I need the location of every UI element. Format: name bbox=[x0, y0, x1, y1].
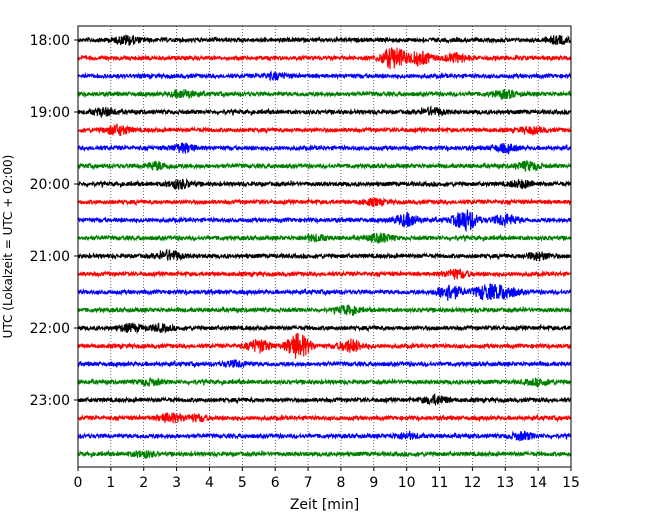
x-tick-label: 3 bbox=[172, 475, 181, 491]
trace-2345 bbox=[77, 449, 572, 459]
trace-1830 bbox=[77, 70, 572, 82]
x-tick-label: 9 bbox=[369, 475, 378, 491]
trace-2000 bbox=[77, 177, 572, 190]
trace-2245 bbox=[77, 377, 572, 389]
x-tick-label: 10 bbox=[398, 475, 416, 491]
x-axis-ticks: 0 1 2 3 4 5 6 7 8 9 10 11 12 13 14 15 bbox=[74, 467, 580, 491]
x-tick-label: 4 bbox=[205, 475, 214, 491]
trace-2030 bbox=[77, 209, 572, 232]
x-tick-label: 2 bbox=[139, 475, 148, 491]
trace-2145 bbox=[77, 304, 572, 316]
x-tick-label: 0 bbox=[74, 475, 83, 491]
trace-1900 bbox=[77, 105, 572, 119]
y-tick-label: 21:00 bbox=[30, 249, 70, 265]
trace-1915 bbox=[77, 123, 572, 137]
x-tick-label: 1 bbox=[106, 475, 115, 491]
trace-2100 bbox=[77, 248, 572, 262]
y-axis-ticks: 18:00 19:00 20:00 21:00 22:00 23:00 bbox=[30, 33, 78, 409]
trace-2230 bbox=[77, 359, 572, 369]
trace-2115 bbox=[77, 268, 572, 280]
x-tick-label: 15 bbox=[562, 475, 580, 491]
trace-1815 bbox=[77, 47, 572, 70]
trace-1945 bbox=[77, 160, 572, 172]
trace-2130 bbox=[77, 283, 572, 301]
x-tick-label: 14 bbox=[529, 475, 547, 491]
x-tick-label: 11 bbox=[431, 475, 449, 491]
x-tick-label: 7 bbox=[304, 475, 313, 491]
x-tick-label: 13 bbox=[496, 475, 514, 491]
y-tick-label: 22:00 bbox=[30, 321, 70, 337]
x-tick-label: 8 bbox=[336, 475, 345, 491]
trace-2200 bbox=[77, 322, 572, 335]
trace-2015 bbox=[77, 196, 572, 208]
trace-2300 bbox=[77, 393, 572, 407]
trace-2215 bbox=[77, 333, 572, 359]
trace-1930 bbox=[77, 142, 572, 155]
trace-2315 bbox=[77, 412, 572, 424]
trace-2045 bbox=[77, 232, 572, 244]
x-tick-label: 6 bbox=[271, 475, 280, 491]
x-axis-label: Zeit [min] bbox=[290, 497, 359, 513]
trace-2330 bbox=[77, 430, 572, 442]
y-tick-label: 23:00 bbox=[30, 393, 70, 409]
x-tick-label: 12 bbox=[463, 475, 481, 491]
seismic-traces bbox=[77, 34, 572, 459]
y-axis-label: UTC (Lokalzeit = UTC + 02:00) bbox=[1, 155, 15, 339]
y-tick-label: 20:00 bbox=[30, 177, 70, 193]
y-tick-label: 19:00 bbox=[30, 105, 70, 121]
trace-1800 bbox=[77, 34, 572, 46]
x-tick-label: 5 bbox=[238, 475, 247, 491]
y-tick-label: 18:00 bbox=[30, 33, 70, 49]
trace-1845 bbox=[77, 88, 572, 101]
plot-frame bbox=[77, 25, 572, 468]
